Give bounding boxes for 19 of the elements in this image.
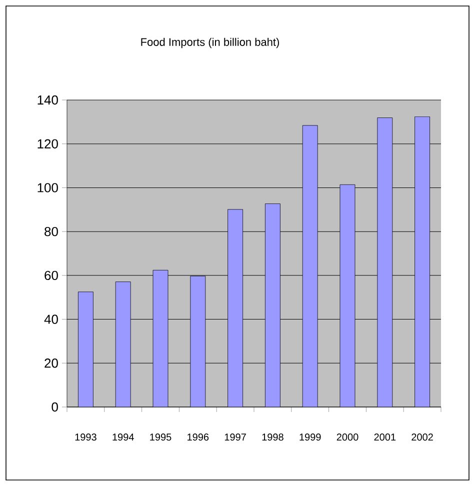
y-tick-label: 100	[38, 183, 58, 192]
x-tick-label: 1998	[262, 434, 284, 441]
x-tick-label: 1993	[75, 434, 96, 441]
chart-title: Food Imports (in billion baht)	[141, 38, 279, 48]
y-tick-label: 20	[44, 358, 58, 368]
x-tick-label: 2002	[412, 434, 433, 441]
x-tick-label: 1999	[300, 434, 321, 441]
x-tick-label: 1995	[150, 434, 172, 441]
x-tick-label: 1994	[112, 434, 134, 441]
x-tick-label: 1997	[224, 434, 246, 441]
y-tick-label: 140	[38, 95, 58, 105]
x-tick-label: 1996	[188, 434, 209, 441]
x-tick-label: 2000	[336, 434, 358, 441]
x-tick-label: 2001	[374, 434, 396, 441]
y-tick-label: 120	[38, 139, 58, 148]
y-tick-label: 0	[52, 402, 58, 412]
y-tick-label: 60	[44, 270, 58, 280]
y-tick-label: 80	[44, 226, 58, 236]
y-tick-label: 40	[44, 314, 58, 324]
